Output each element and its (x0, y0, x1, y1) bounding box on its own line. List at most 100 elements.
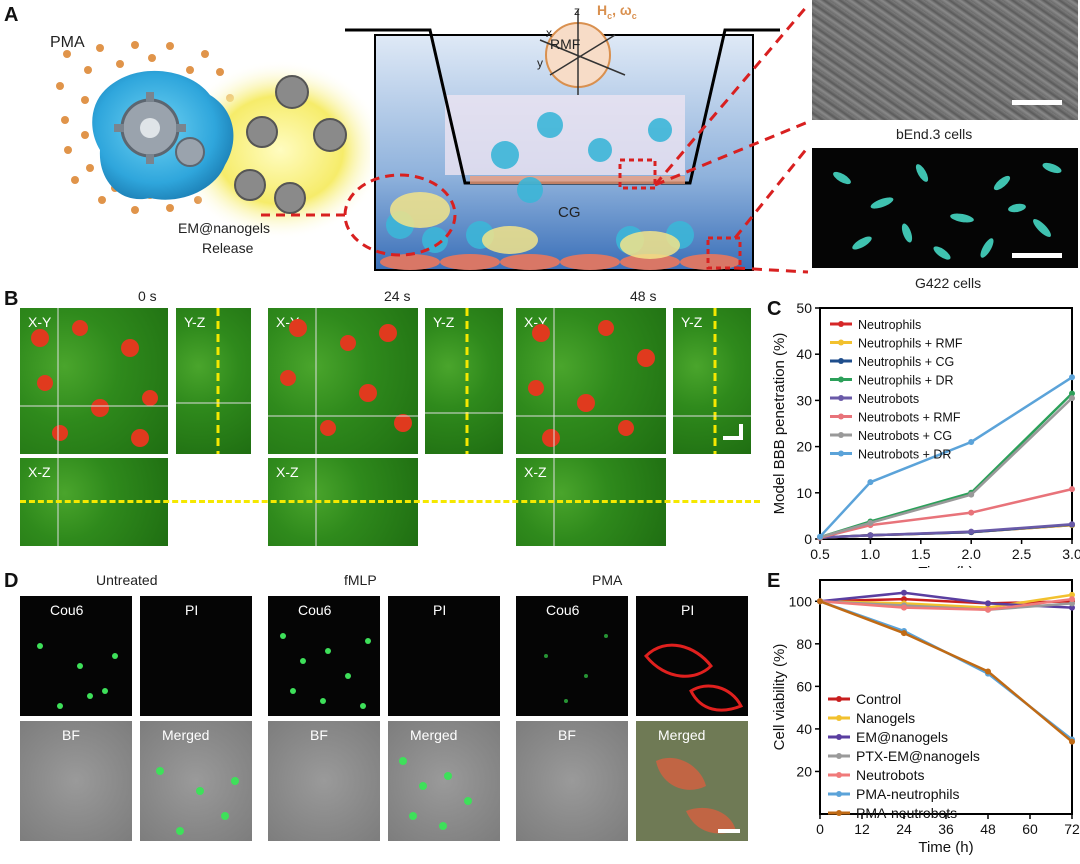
group-label-pma: PMA (592, 572, 623, 588)
data-point (968, 509, 975, 516)
legend-marker (836, 791, 842, 797)
field-h-sub: c (607, 10, 613, 21)
legend-label: PTX-EM@nanogels (856, 748, 980, 764)
axis-x-label: x (546, 26, 552, 40)
y-tick-label: 20 (796, 763, 812, 779)
y-tick-label: 0 (804, 531, 812, 547)
chart-cell-viability: 0 12 24 36 48 60 72 20 40 60 80 100 Time (h) Cell via… (771, 579, 1080, 856)
y-tick-label: 100 (789, 593, 813, 609)
y-tick-label: 50 (796, 300, 812, 316)
x-axis-label: Time (h) (918, 839, 973, 856)
panel-d: Untreated fMLP PMA Cou6 PI BF Merged Cou… (0, 566, 765, 864)
scale-bar (1012, 253, 1062, 258)
yz-image-48s: Y-Z (673, 308, 751, 454)
callout-connectors (653, 4, 810, 274)
x-tick-label: 0 (816, 821, 824, 837)
data-point (1069, 390, 1075, 397)
data-point (1069, 374, 1075, 381)
series-line (819, 522, 1073, 539)
data-point (1069, 600, 1075, 607)
untreated-pi: PI (140, 596, 252, 716)
fmlp-cou6: Cou6 (268, 596, 380, 716)
scale-bar (1012, 100, 1062, 105)
x-tick-label: 72 (1064, 821, 1080, 837)
neutrobot-illustration (56, 41, 370, 240)
x-axis-label: Time (h) (918, 564, 973, 568)
bf-tag: BF (62, 727, 80, 743)
bend3-label: bEnd.3 cells (896, 126, 973, 142)
bf-tag: BF (558, 727, 576, 743)
data-point (985, 606, 991, 613)
group-label-fmlp: fMLP (344, 572, 377, 588)
series-line (819, 397, 1073, 539)
time-label-0: 0 s (138, 288, 157, 304)
y-tick-label: 80 (796, 636, 812, 652)
yz-tag: Y-Z (184, 314, 206, 330)
data-point (985, 600, 991, 607)
xz-tag: X-Z (524, 464, 547, 480)
x-tick-label: 2.0 (961, 546, 981, 562)
field-label: Hc, ωc (597, 2, 637, 21)
data-point (1069, 395, 1075, 402)
x-tick-label: 1.5 (911, 546, 931, 562)
panel-label-b: B (4, 288, 19, 310)
legend-marker (836, 734, 842, 740)
legend-marker (838, 339, 844, 346)
data-point (1069, 591, 1075, 598)
g422-label: G422 cells (915, 275, 982, 291)
panel-label-a: A (4, 4, 19, 26)
pma-pi: PI (636, 596, 748, 716)
y-tick-label: 40 (796, 721, 812, 737)
field-omega: ω (619, 2, 632, 18)
xy-image-48s: X-Y (516, 308, 666, 454)
legend-label: Neutrobots + RMF (858, 411, 961, 425)
legend-label: Neutrophils (858, 318, 921, 332)
legend-marker (836, 810, 842, 816)
x-tick-label: 0.5 (810, 546, 830, 562)
untreated-cou6: Cou6 (20, 596, 132, 716)
xz-tag: X-Z (28, 464, 51, 480)
series-line (819, 376, 1073, 538)
x-tick-label: 1.0 (861, 546, 881, 562)
xy-tag: X-Y (28, 314, 52, 330)
xy-image-0s: X-Y (20, 308, 168, 454)
merged-tag: Merged (410, 727, 458, 743)
x-tick-label: 2.5 (1012, 546, 1032, 562)
y-tick-label: 40 (796, 346, 812, 362)
series-line (819, 600, 1073, 743)
pma-bf: BF (516, 721, 628, 841)
xz-tag: X-Z (276, 464, 299, 480)
data-point (867, 532, 874, 539)
data-point (867, 479, 874, 486)
pi-tag: PI (185, 602, 199, 618)
legend-label: Neutrophils + RMF (858, 337, 963, 351)
fmlp-bf: BF (268, 721, 380, 841)
z-reference-line (20, 500, 760, 503)
x-tick-label: 36 (938, 821, 954, 837)
g422-micrograph (812, 148, 1078, 268)
x-tick-label: 3.0 (1062, 546, 1080, 562)
legend-marker (838, 376, 844, 383)
legend-marker (836, 753, 842, 759)
legend-label: Control (856, 691, 901, 707)
release-label-line1: EM@nanogels (178, 220, 271, 236)
cou6-tag: Cou6 (298, 602, 332, 618)
release-label-line2: Release (202, 240, 254, 256)
merged-tag: Merged (162, 727, 210, 743)
cg-label: CG (558, 204, 581, 221)
legend-marker (838, 432, 844, 438)
data-point (968, 528, 975, 535)
panel-label-e: E (767, 570, 781, 592)
data-point (817, 598, 823, 605)
yz-tag: Y-Z (681, 314, 703, 330)
legend-label: Neutrophils + DR (858, 374, 954, 388)
merged-tag: Merged (658, 727, 706, 743)
bend3-micrograph (812, 0, 1078, 120)
cou6-tag: Cou6 (50, 602, 84, 618)
legend-label: PMA-neutrobots (856, 805, 957, 821)
legend-marker (838, 358, 844, 364)
data-point (901, 596, 907, 603)
pma-merged: Merged (636, 721, 748, 841)
legend-marker (838, 395, 844, 401)
data-point (817, 533, 823, 540)
